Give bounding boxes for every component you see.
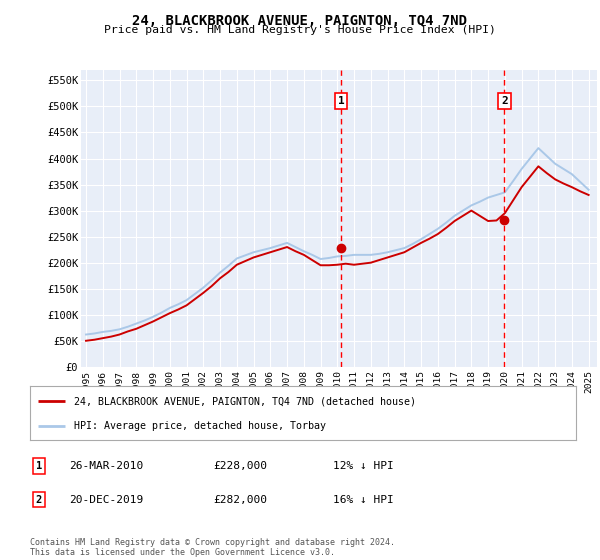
Text: 24, BLACKBROOK AVENUE, PAIGNTON, TQ4 7ND: 24, BLACKBROOK AVENUE, PAIGNTON, TQ4 7ND [133, 14, 467, 28]
Text: 16% ↓ HPI: 16% ↓ HPI [333, 494, 394, 505]
Text: £282,000: £282,000 [213, 494, 267, 505]
Text: Contains HM Land Registry data © Crown copyright and database right 2024.
This d: Contains HM Land Registry data © Crown c… [30, 538, 395, 557]
Text: HPI: Average price, detached house, Torbay: HPI: Average price, detached house, Torb… [74, 421, 326, 431]
Text: 26-MAR-2010: 26-MAR-2010 [69, 461, 143, 471]
Text: 20-DEC-2019: 20-DEC-2019 [69, 494, 143, 505]
Text: 1: 1 [36, 461, 42, 471]
Text: 12% ↓ HPI: 12% ↓ HPI [333, 461, 394, 471]
Text: Price paid vs. HM Land Registry's House Price Index (HPI): Price paid vs. HM Land Registry's House … [104, 25, 496, 35]
Text: 1: 1 [338, 96, 344, 106]
Text: 2: 2 [501, 96, 508, 106]
Text: £228,000: £228,000 [213, 461, 267, 471]
Text: 24, BLACKBROOK AVENUE, PAIGNTON, TQ4 7ND (detached house): 24, BLACKBROOK AVENUE, PAIGNTON, TQ4 7ND… [74, 396, 416, 407]
Text: 2: 2 [36, 494, 42, 505]
